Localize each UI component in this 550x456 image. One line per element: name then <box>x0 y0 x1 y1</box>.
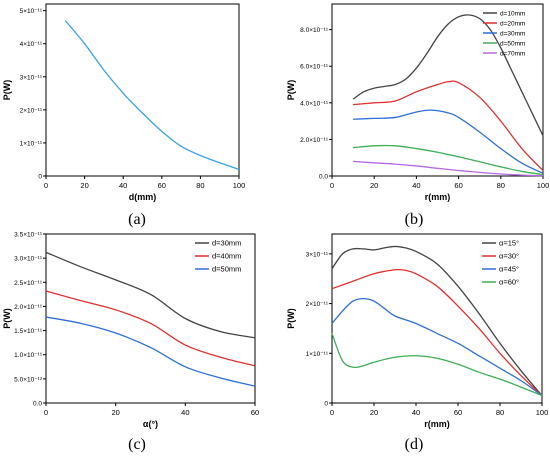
x-tick-label: 0 <box>330 181 334 190</box>
series-line-d=70mm <box>353 160 544 177</box>
y-tick-label: 4×10⁻¹¹ <box>20 41 43 48</box>
x-tick-label: 60 <box>454 408 462 417</box>
y-tick-label: 2.0×10⁻¹¹ <box>300 137 329 144</box>
y-tick-label: 3.5×10⁻¹¹ <box>14 232 43 239</box>
x-tick-label: 0 <box>44 408 48 417</box>
legend-label: d=30mm <box>500 31 525 38</box>
legend-label: α=30° <box>499 252 519 261</box>
y-tick-label: 0 <box>38 174 42 181</box>
legend-label: d=10mm <box>500 11 525 18</box>
legend-label: d=50mm <box>212 265 241 274</box>
x-tick-label: 20 <box>80 181 88 190</box>
x-tick-label: 0 <box>330 408 334 417</box>
y-tick-label: 2×10⁻¹¹ <box>306 301 329 308</box>
x-tick-label: 80 <box>196 181 204 190</box>
x-tick-label: 60 <box>251 408 259 417</box>
x-axis-label: d(mm) <box>129 192 157 202</box>
y-tick-label: 3.0×10⁻¹¹ <box>14 256 43 263</box>
series-line-α=45° <box>331 297 543 397</box>
x-tick-label: 20 <box>370 181 378 190</box>
y-tick-label: 2.0×10⁻¹¹ <box>14 304 43 311</box>
y-tick-label: 1×10⁻¹¹ <box>306 351 329 358</box>
series-line-d=30mm <box>353 109 544 174</box>
y-tick-label: 0 <box>324 401 328 408</box>
y-tick-label: 4.0×10⁻¹¹ <box>300 100 329 107</box>
series-line-d=30mm <box>45 251 256 339</box>
x-axis-label: α(°) <box>143 419 158 429</box>
series-line-α=30° <box>331 268 543 397</box>
plot-frame <box>45 233 256 404</box>
caption-a: (a) <box>128 211 146 228</box>
series-line-1 <box>64 20 240 170</box>
y-axis-label: P(W) <box>2 80 12 101</box>
x-tick-label: 0 <box>44 181 48 190</box>
y-tick-label: 3×10⁻¹¹ <box>20 74 43 81</box>
y-tick-label: 3×10⁻¹¹ <box>306 251 329 258</box>
y-tick-label: 2×10⁻¹¹ <box>20 107 43 114</box>
x-tick-label: 40 <box>181 408 189 417</box>
y-axis-label: P(W) <box>2 308 12 329</box>
legend-label: d=50mm <box>500 41 525 48</box>
series-line-α=15° <box>331 245 543 396</box>
x-tick-label: 100 <box>536 408 549 417</box>
x-axis-label: r(mm) <box>424 419 450 429</box>
y-axis-label: P(W) <box>286 308 296 329</box>
y-tick-label: 6.0×10⁻¹¹ <box>300 64 329 71</box>
y-tick-label: 5.0×10⁻¹² <box>14 376 43 383</box>
x-tick-label: 80 <box>497 181 505 190</box>
plot-frame <box>45 3 240 177</box>
x-tick-label: 40 <box>119 181 127 190</box>
chart-panel-4: 0 20 40 60 80 100 0 1×10⁻¹¹ 2×10⁻¹¹ 3×10⁻¹¹ r(mm) P… <box>286 233 549 429</box>
legend-label: d=70mm <box>500 51 525 58</box>
series-line-d=50mm <box>45 316 256 387</box>
legend-label: d=40mm <box>212 252 241 261</box>
chart-panel-1: 0 20 40 60 80 100 0 1×10⁻¹¹ 2×10⁻¹¹ 3×10⁻¹¹ 4×10⁻¹… <box>2 3 246 202</box>
x-tick-label: 100 <box>233 181 246 190</box>
x-tick-label: 20 <box>111 408 119 417</box>
y-tick-label: 2.5×10⁻¹¹ <box>14 280 43 287</box>
plot-frame <box>331 3 544 177</box>
legend-label: α=60° <box>499 278 519 287</box>
legend-label: d=20mm <box>500 21 525 28</box>
y-tick-label: 0.0 <box>319 174 328 181</box>
chart-panel-3: 0 20 40 60 0.0 5.0×10⁻¹² 1.0×10⁻¹¹ 1.5×10⁻¹¹ 2.0… <box>2 232 259 430</box>
caption-d: (d) <box>404 436 424 453</box>
x-axis-label: r(mm) <box>425 192 451 202</box>
x-tick-label: 80 <box>496 408 504 417</box>
y-tick-label: 5×10⁻¹¹ <box>20 8 43 15</box>
x-tick-label: 60 <box>158 181 166 190</box>
y-tick-label: 1.5×10⁻¹¹ <box>14 328 43 335</box>
y-axis-label: P(W) <box>286 80 296 101</box>
legend-label: α=15° <box>499 239 519 248</box>
y-tick-label: 1×10⁻¹¹ <box>20 140 43 147</box>
x-tick-label: 40 <box>412 181 420 190</box>
x-tick-label: 100 <box>537 181 550 190</box>
y-tick-label: 1.0×10⁻¹¹ <box>14 352 43 359</box>
x-tick-label: 60 <box>454 181 462 190</box>
series-line-d=50mm <box>353 144 544 176</box>
series-line-d=10mm <box>352 14 544 137</box>
series-line-α=60° <box>331 333 543 397</box>
legend-label: d=30mm <box>212 239 241 248</box>
caption-c: (c) <box>128 436 146 453</box>
caption-b: (b) <box>404 211 424 228</box>
legend-label: α=45° <box>499 265 519 274</box>
y-tick-label: 8.0×10⁻¹¹ <box>300 27 329 34</box>
series-line-d=40mm <box>45 290 256 367</box>
series-line-d=20mm <box>353 80 544 171</box>
y-tick-label: 0.0 <box>33 401 42 408</box>
x-tick-label: 20 <box>370 408 378 417</box>
chart-panel-2: 0 20 40 60 80 100 0.0 2.0×10⁻¹¹ 4.0×10⁻¹¹ 6.0×10⁻… <box>286 3 550 202</box>
x-tick-label: 40 <box>412 408 420 417</box>
plot-frame <box>331 233 543 404</box>
